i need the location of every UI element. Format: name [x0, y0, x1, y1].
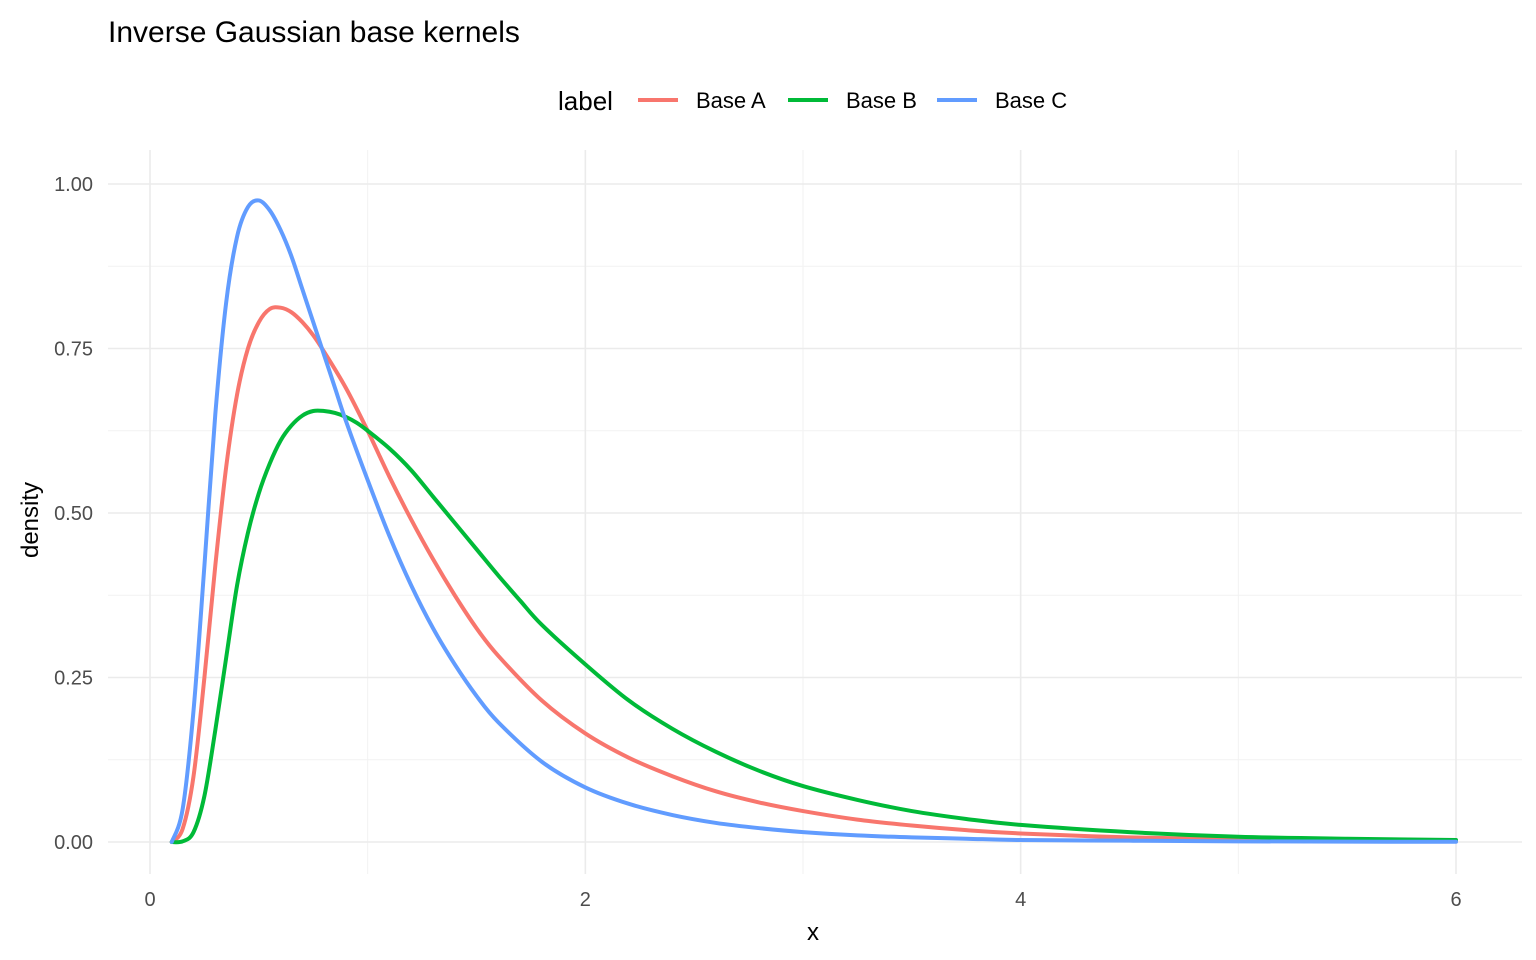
chart-title: Inverse Gaussian base kernels	[108, 16, 520, 49]
y-tick-label: 0.00	[54, 832, 93, 854]
legend: label Base A Base B Base C	[558, 86, 1067, 116]
series-line-base-b	[169, 408, 1458, 845]
series-group	[169, 198, 1458, 845]
legend-label-base-b: Base B	[846, 88, 917, 113]
x-tick-label: 6	[1450, 889, 1461, 911]
y-tick-label: 0.75	[54, 339, 93, 361]
x-tick-label: 0	[144, 889, 155, 911]
series-line-base-c	[169, 198, 1458, 844]
legend-title: label	[558, 86, 613, 116]
legend-label-base-a: Base A	[696, 88, 766, 113]
y-tick-label: 1.00	[54, 174, 93, 196]
x-axis-ticks: 0 2 4 6	[144, 889, 1461, 911]
legend-label-base-c: Base C	[995, 88, 1067, 113]
series-line-base-a	[169, 305, 1458, 844]
y-tick-label: 0.50	[54, 503, 93, 525]
y-axis-ticks: 0.00 0.25 0.50 0.75 1.00	[54, 174, 93, 854]
grid	[108, 150, 1522, 874]
y-axis-title: density	[17, 482, 44, 558]
x-tick-label: 2	[580, 889, 591, 911]
x-axis-title: x	[807, 919, 819, 946]
x-tick-label: 4	[1015, 889, 1026, 911]
y-tick-label: 0.25	[54, 668, 93, 690]
